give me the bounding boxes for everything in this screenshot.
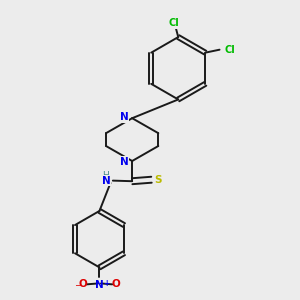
- Text: H: H: [102, 171, 109, 180]
- Text: Cl: Cl: [168, 18, 179, 28]
- Text: N: N: [102, 176, 110, 186]
- Text: O: O: [78, 279, 87, 289]
- Text: N: N: [95, 280, 104, 290]
- Text: −: −: [74, 280, 82, 289]
- Text: Cl: Cl: [225, 45, 236, 55]
- Text: O: O: [112, 279, 121, 289]
- Text: S: S: [154, 175, 162, 185]
- Text: +: +: [103, 279, 110, 288]
- Text: N: N: [120, 112, 129, 122]
- Text: N: N: [120, 157, 129, 167]
